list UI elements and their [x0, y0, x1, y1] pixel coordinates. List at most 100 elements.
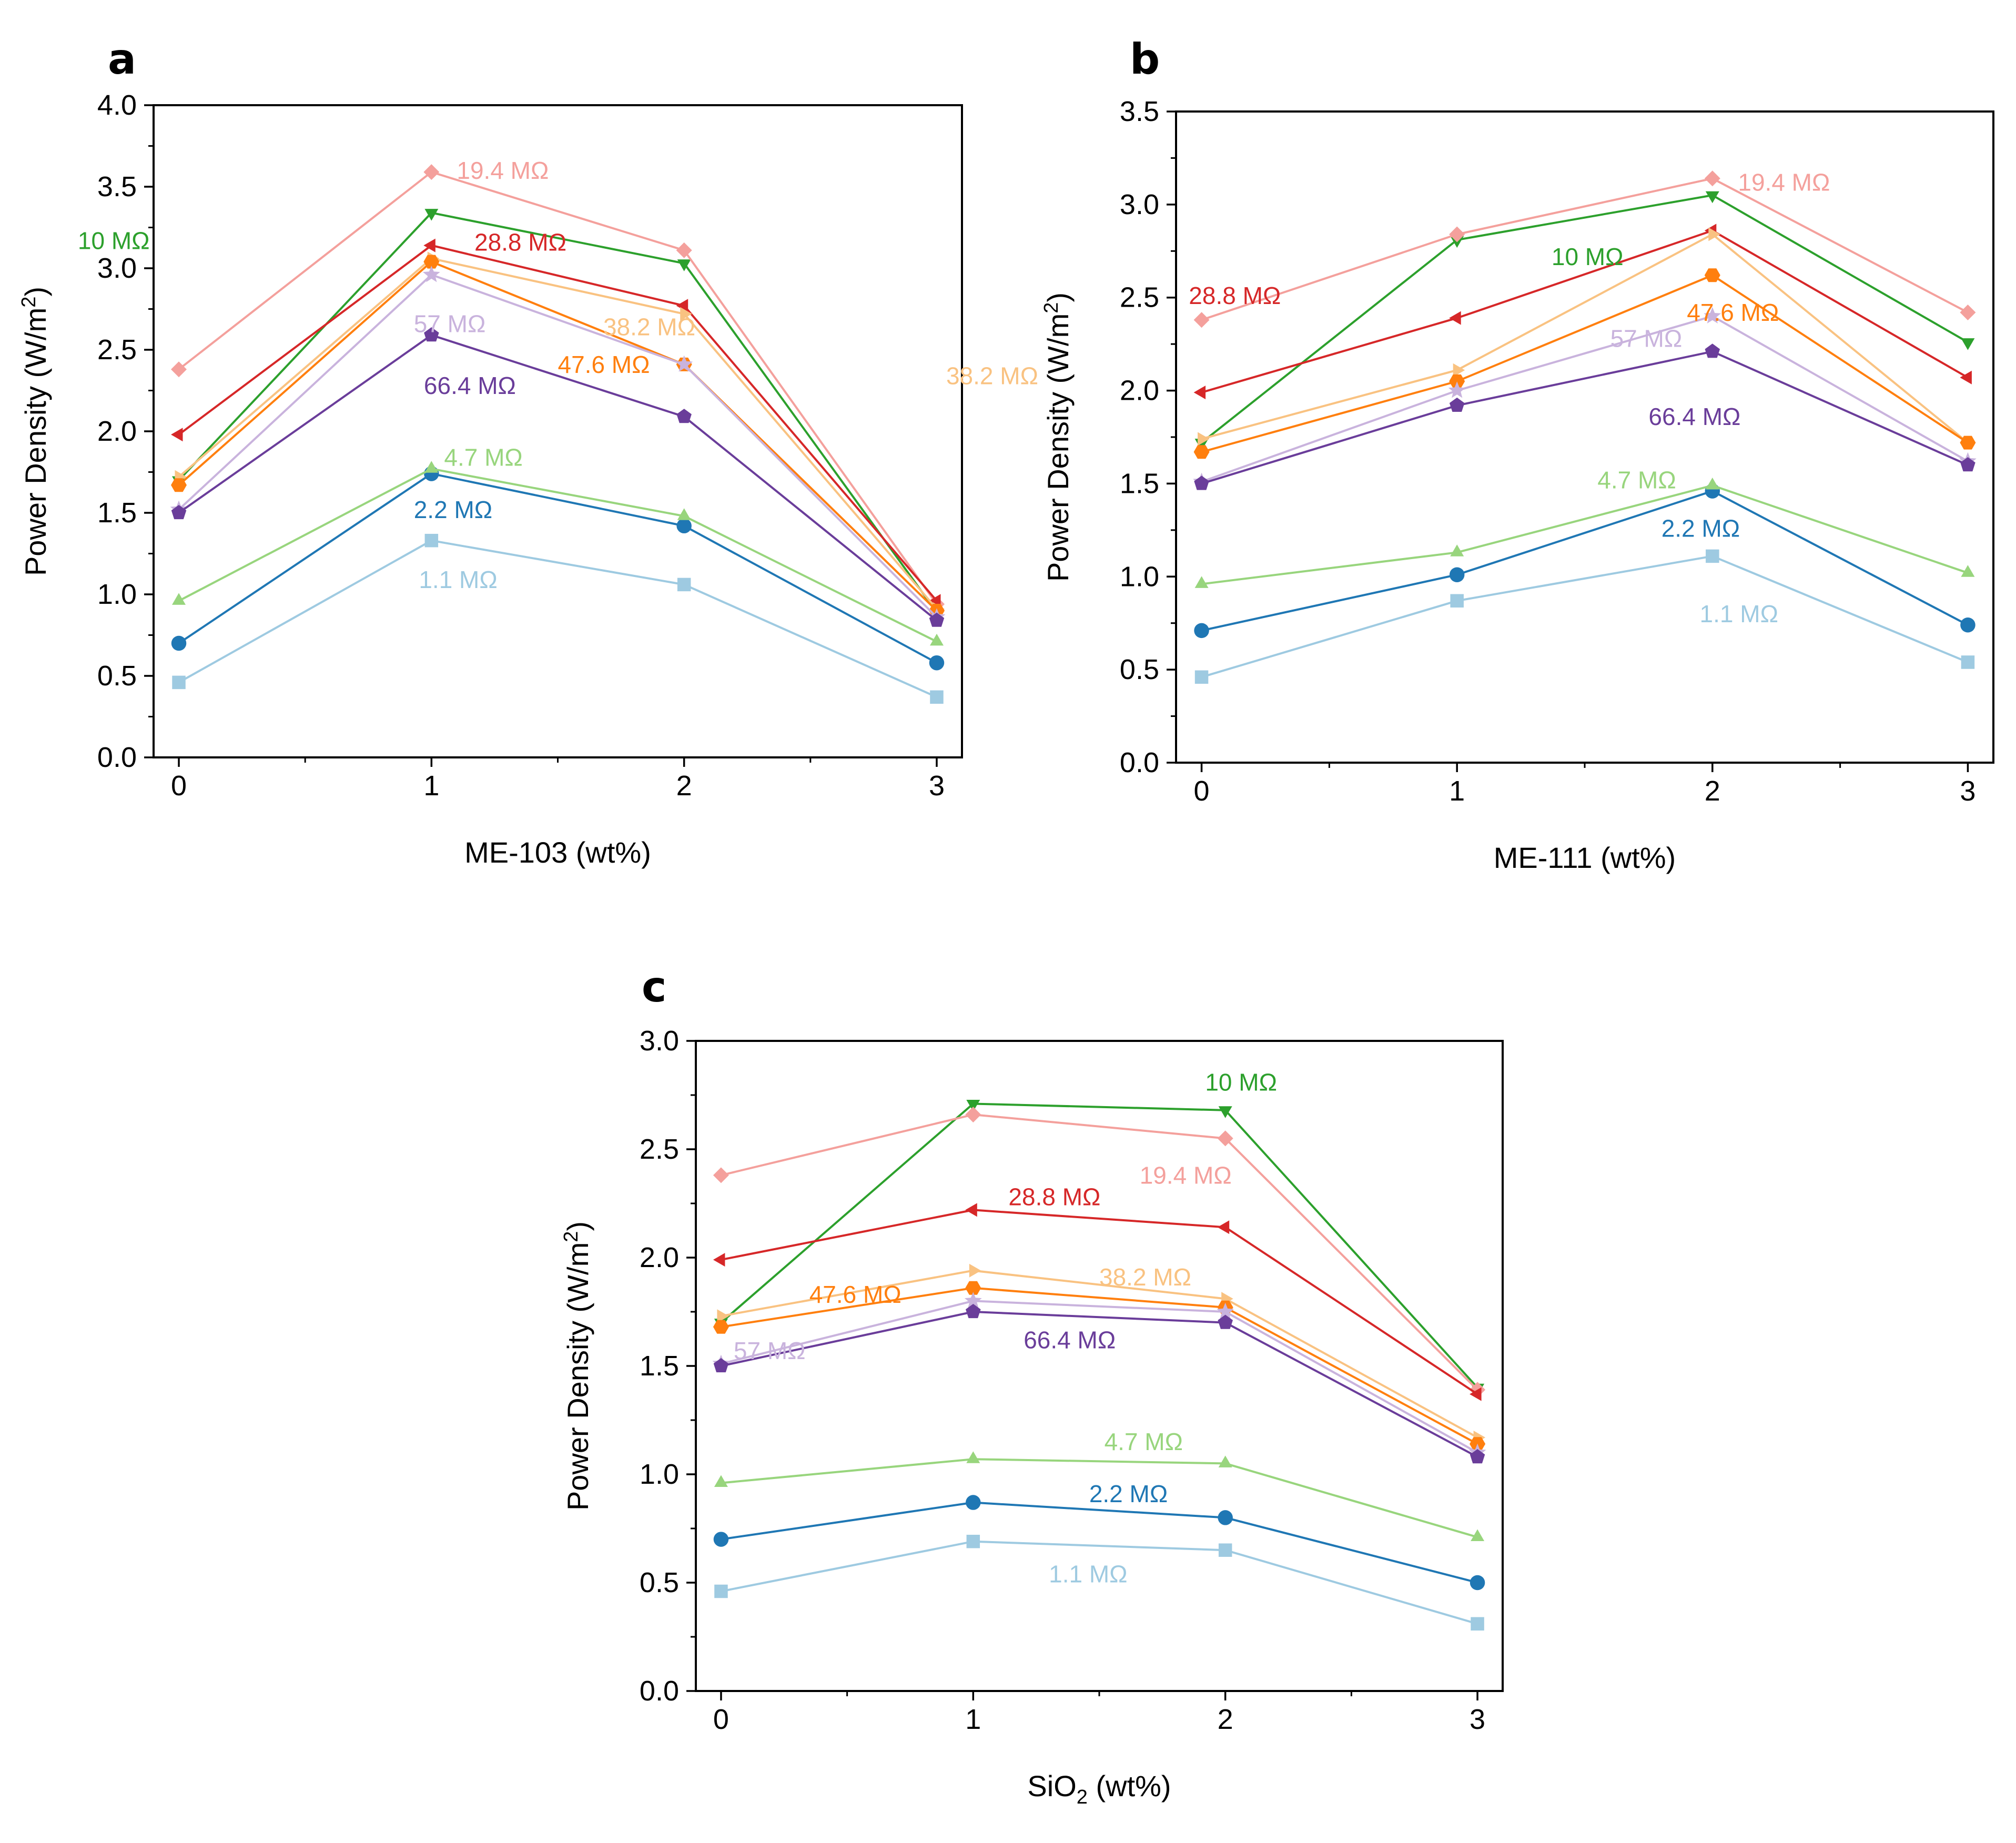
series-label-47-6: 47.6 MΩ [558, 351, 650, 378]
data-point-1-1 [930, 690, 944, 704]
data-point-19-4 [713, 1167, 729, 1183]
data-point-28-8 [713, 1253, 725, 1267]
x-tick-label: 2 [1218, 1704, 1233, 1735]
data-point-2-2 [1449, 567, 1465, 582]
series-line-4-7 [721, 1458, 1478, 1538]
series-line-10 [178, 211, 938, 613]
data-point-57 [1448, 381, 1466, 398]
data-point-2-2 [676, 518, 692, 534]
y-tick-label: 0.0 [640, 1675, 679, 1707]
series-line-4-7 [178, 468, 937, 643]
data-point-66-4 [1449, 397, 1465, 412]
y-tick-label: 0.0 [97, 742, 137, 773]
data-point-19-4 [171, 361, 187, 378]
series-label-66-4: 66.4 MΩ [1024, 1326, 1116, 1354]
x-tick-label: 0 [713, 1704, 729, 1735]
panel-a: a 0.0 0.5 1.0 1.5 2.0 2.5 3.0 3.5 4.0 0 1 2 3 ME-103 (… [18, 35, 963, 869]
y-tick-label: 1.0 [640, 1459, 679, 1490]
data-point-66-4 [966, 1304, 981, 1319]
series-label-47-6: 47.6 MΩ [809, 1281, 901, 1308]
data-point-47-6 [1449, 374, 1465, 388]
y-tick-label: 1.5 [97, 497, 137, 529]
data-point-2-2 [713, 1532, 729, 1547]
y-tick-label: 1.0 [97, 579, 137, 610]
series-line-2-2 [721, 1501, 1478, 1584]
y-tick-label: 2.5 [97, 334, 137, 366]
series-line-38-2 [721, 1269, 1478, 1439]
y-tick-label: 3.0 [1120, 189, 1159, 220]
data-point-4-7 [677, 508, 691, 520]
data-point-10 [1218, 1106, 1232, 1118]
data-point-19-4 [423, 164, 440, 180]
data-point-4-7 [1705, 478, 1719, 490]
y-tick-label: 2.0 [640, 1242, 679, 1273]
data-point-2-2 [1960, 617, 1976, 633]
series-line-1-1 [721, 1540, 1478, 1625]
data-point-57 [964, 1292, 982, 1309]
data-point-28-8 [1470, 1387, 1482, 1401]
data-point-1-1 [1194, 670, 1209, 684]
series-label-1-1: 1.1 MΩ [1049, 1561, 1127, 1588]
x-tick-label: 2 [1705, 775, 1720, 807]
series-label-57: 57 MΩ [414, 310, 486, 337]
series-label-28-8: 28.8 MΩ [1008, 1183, 1100, 1211]
series-line-57 [1201, 315, 1969, 483]
data-point-38-2 [717, 1309, 729, 1323]
y-axis-title: Power Density (W/m2) [18, 287, 52, 576]
series-label-57: 57 MΩ [1610, 325, 1683, 352]
data-point-57 [422, 266, 440, 282]
y-axis-title: Power Density (W/m2) [1040, 292, 1075, 582]
series-label-19-4: 19.4 MΩ [1738, 168, 1830, 196]
data-point-19-4 [1704, 170, 1720, 187]
data-point-4-7 [424, 461, 439, 473]
data-point-47-6 [1960, 436, 1976, 450]
series-line-47-6 [1201, 274, 1969, 453]
x-axis-title: ME-111 (wt%) [1494, 841, 1676, 874]
x-tick-label: 1 [423, 770, 439, 802]
data-point-19-4 [1193, 312, 1210, 328]
data-point-10 [677, 259, 691, 271]
series-line-47-6 [721, 1287, 1478, 1445]
data-point-10 [966, 1100, 980, 1112]
data-point-38-2 [680, 307, 692, 321]
y-tick-label: 3.0 [97, 252, 137, 284]
panel-letter: b [1130, 35, 1160, 84]
x-tick-label: 3 [929, 770, 945, 802]
series-label-2-2: 2.2 MΩ [1089, 1480, 1168, 1507]
series-label-1-1: 1.1 MΩ [419, 566, 497, 593]
series-line-4-7 [1201, 484, 1969, 585]
series-line-19-4 [721, 1113, 1478, 1391]
data-point-4-7 [930, 633, 944, 646]
series-line-66-4 [178, 333, 938, 622]
x-tick-label: 1 [965, 1704, 981, 1735]
series-line-10 [1201, 194, 1969, 444]
series-line-66-4 [721, 1310, 1478, 1458]
y-tick-label: 1.5 [640, 1350, 679, 1382]
y-tick-label: 3.0 [640, 1025, 679, 1057]
x-tick-label: 3 [1470, 1704, 1485, 1735]
data-point-19-4 [965, 1107, 981, 1123]
y-tick-label: 4.0 [97, 89, 137, 121]
data-point-1-1 [172, 675, 186, 690]
y-tick-label: 3.5 [1120, 96, 1159, 127]
series-label-38-2: 38.2 MΩ [1099, 1263, 1191, 1291]
y-tick-label: 2.5 [640, 1133, 679, 1165]
data-point-19-4 [1449, 226, 1465, 242]
data-point-2-2 [1470, 1575, 1485, 1591]
series-line-57 [178, 274, 938, 618]
y-tick-label: 1.5 [1120, 468, 1159, 499]
data-point-28-8 [965, 1203, 977, 1217]
data-point-66-4 [1960, 457, 1976, 472]
x-tick-label: 3 [1960, 775, 1976, 807]
data-point-1-1 [1218, 1543, 1232, 1557]
x-axis-title: SiO2 (wt%) [1027, 1769, 1171, 1808]
data-point-4-7 [966, 1451, 980, 1463]
series-line-19-4 [178, 170, 938, 605]
data-point-2-2 [171, 635, 187, 651]
series-label-1-1: 1.1 MΩ [1700, 600, 1778, 627]
data-point-66-4 [929, 612, 945, 627]
panel-letter: c [642, 963, 666, 1011]
series-label-38-2: 38.2 MΩ [603, 313, 695, 341]
